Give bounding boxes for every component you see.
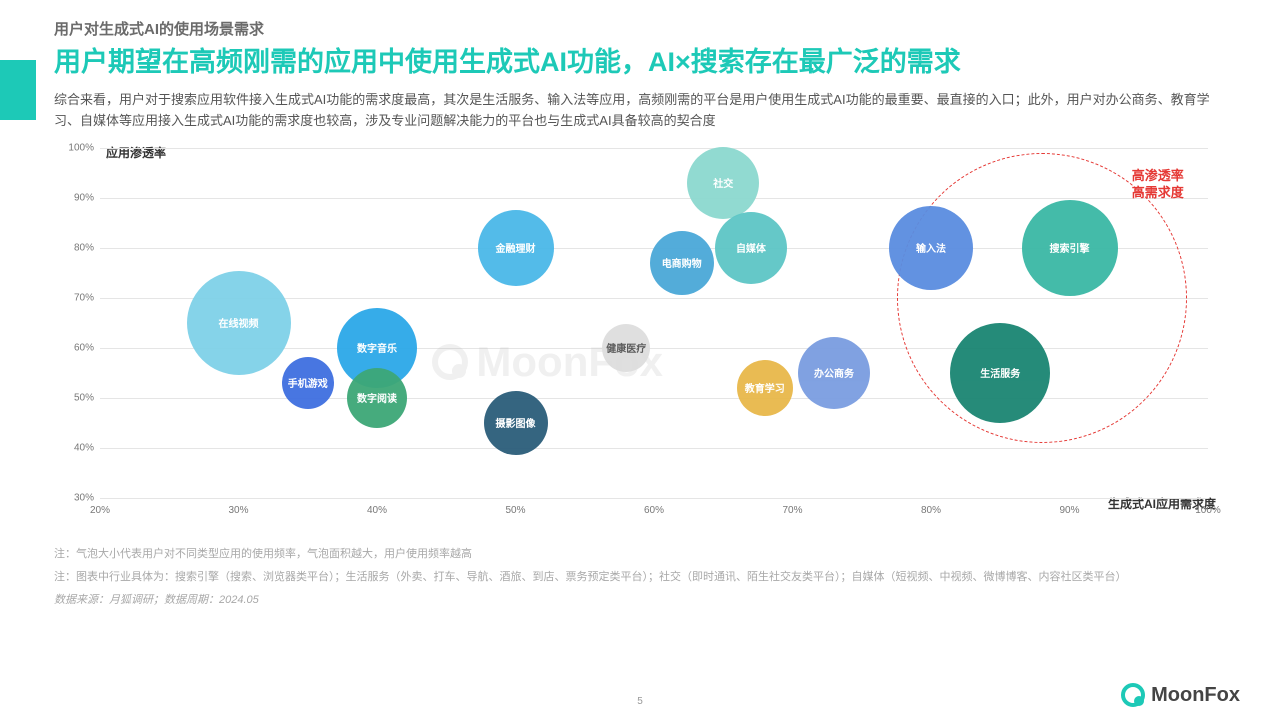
subtitle-paragraph: 综合来看，用户对于搜索应用软件接入生成式AI功能的需求度最高，其次是生活服务、输…	[54, 90, 1226, 132]
xtick-label: 50%	[505, 505, 525, 516]
bubble-chart: 应用渗透率 生成式AI应用需求度 30%40%50%60%70%80%90%10…	[54, 140, 1226, 540]
slide: 用户对生成式AI的使用场景需求 用户期望在高频刚需的应用中使用生成式AI功能，A…	[0, 0, 1280, 719]
ytick-label: 70%	[60, 292, 94, 303]
page-number: 5	[637, 696, 643, 707]
highlight-label: 高渗透率高需求度	[1132, 168, 1184, 202]
bubble-教育学习: 教育学习	[737, 360, 793, 416]
bubble-金融理财: 金融理财	[478, 210, 554, 286]
bubble-健康医疗: 健康医疗	[602, 324, 650, 372]
pre-title: 用户对生成式AI的使用场景需求	[54, 18, 1226, 39]
xtick-label: 30%	[228, 505, 248, 516]
xtick-label: 100%	[1195, 505, 1221, 516]
bubble-摄影图像: 摄影图像	[484, 391, 548, 455]
gridline-h	[100, 448, 1208, 449]
xtick-label: 80%	[921, 505, 941, 516]
ytick-label: 50%	[60, 392, 94, 403]
bubble-输入法: 输入法	[889, 206, 973, 290]
xtick-label: 60%	[644, 505, 664, 516]
xtick-label: 20%	[90, 505, 110, 516]
page-title: 用户期望在高频刚需的应用中使用生成式AI功能，AI×搜索存在最广泛的需求	[54, 45, 1226, 80]
data-source: 数据来源：月狐调研；数据周期：2024.05	[54, 591, 1226, 607]
bubble-自媒体: 自媒体	[715, 212, 787, 284]
ytick-label: 40%	[60, 442, 94, 453]
xtick-label: 40%	[367, 505, 387, 516]
bubble-手机游戏: 手机游戏	[282, 357, 334, 409]
bubble-办公商务: 办公商务	[798, 337, 870, 409]
logo-text: MoonFox	[1151, 684, 1240, 707]
bubble-搜索引擎: 搜索引擎	[1022, 200, 1118, 296]
logo-icon	[1121, 683, 1145, 707]
bubble-在线视频: 在线视频	[187, 271, 291, 375]
xtick-label: 70%	[782, 505, 802, 516]
ytick-label: 30%	[60, 492, 94, 503]
bubble-社交: 社交	[687, 147, 759, 219]
ytick-label: 80%	[60, 242, 94, 253]
xtick-label: 90%	[1059, 505, 1079, 516]
bubble-电商购物: 电商购物	[650, 231, 714, 295]
ytick-label: 100%	[60, 142, 94, 153]
chart-note-1: 注：气泡大小代表用户对不同类型应用的使用频率，气泡面积越大，用户使用频率越高	[54, 546, 1226, 564]
accent-bar	[0, 60, 36, 120]
bubble-生活服务: 生活服务	[950, 323, 1050, 423]
logo: MoonFox	[1121, 683, 1240, 707]
ytick-label: 90%	[60, 192, 94, 203]
chart-note-2: 注：图表中行业具体为：搜索引擎（搜索、浏览器类平台）；生活服务（外卖、打车、导航…	[54, 569, 1226, 587]
ytick-label: 60%	[60, 342, 94, 353]
bubble-数字阅读: 数字阅读	[347, 368, 407, 428]
plot-area: 30%40%50%60%70%80%90%100%20%30%40%50%60%…	[100, 148, 1208, 498]
gridline-h	[100, 148, 1208, 149]
gridline-h	[100, 498, 1208, 499]
